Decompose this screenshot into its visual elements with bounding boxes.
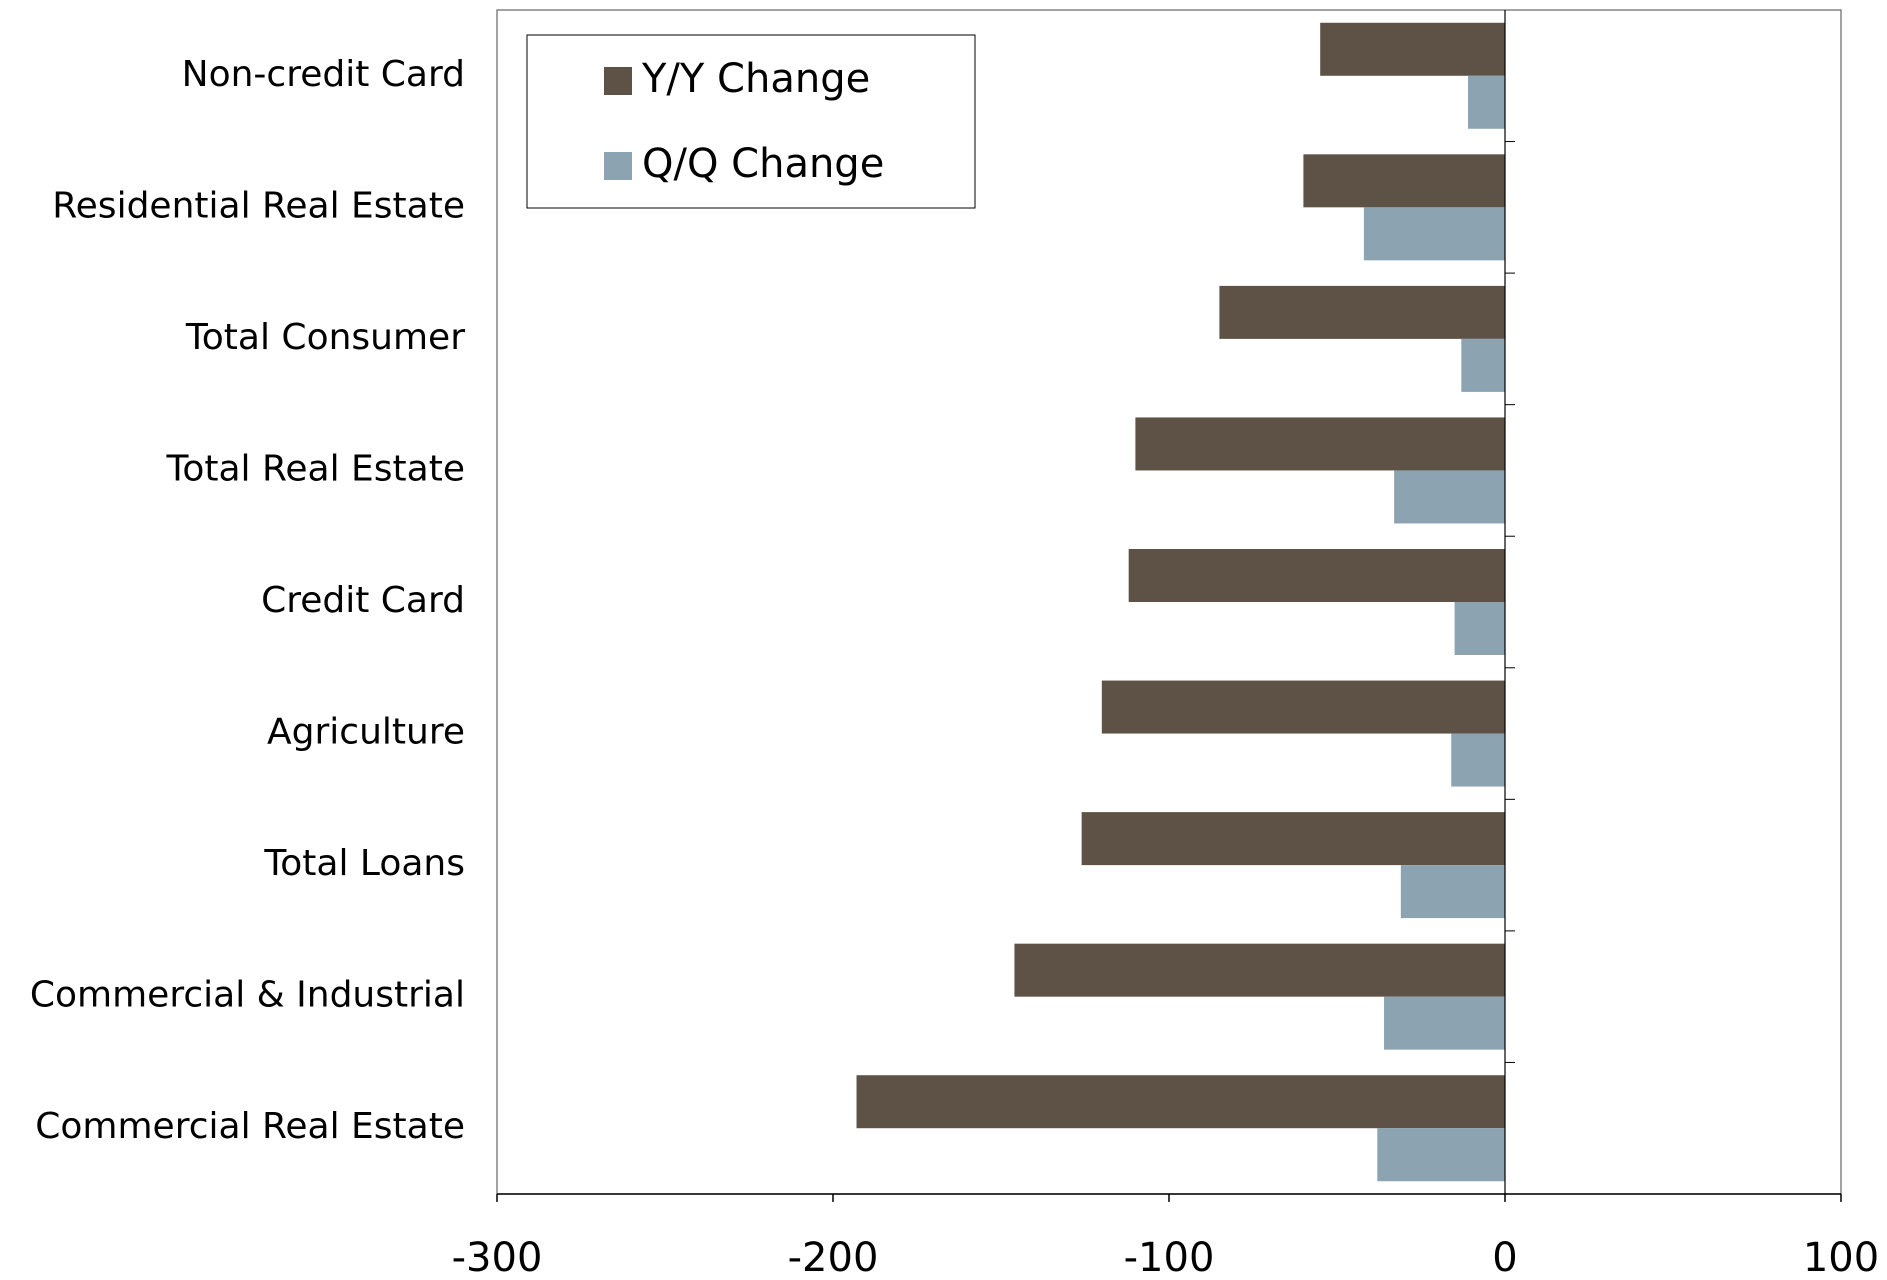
y-tick-label: Agriculture [267, 712, 465, 753]
y-tick-label: Total Loans [263, 843, 465, 884]
bar [1377, 1128, 1505, 1182]
y-tick-label: Total Real Estate [165, 448, 465, 489]
bar [1451, 733, 1505, 787]
bar [1219, 285, 1505, 339]
bar [1320, 22, 1505, 76]
y-tick-label: Non-credit Card [182, 54, 465, 95]
bar [1461, 338, 1505, 392]
bar [1468, 75, 1505, 129]
bar [1081, 812, 1505, 866]
y-tick-label: Total Consumer [185, 317, 465, 358]
x-tick-label: -200 [788, 1235, 879, 1280]
y-tick-label: Commercial & Industrial [30, 975, 465, 1016]
x-tick-label: 100 [1803, 1235, 1879, 1280]
bar [856, 1075, 1505, 1129]
y-tick-label: Credit Card [261, 580, 465, 621]
legend-label: Q/Q Change [642, 141, 884, 187]
legend-box [526, 34, 976, 209]
bar [1400, 865, 1505, 919]
bar [1303, 154, 1505, 208]
y-tick-label: Commercial Real Estate [35, 1106, 465, 1147]
legend-label: Y/Y Change [641, 56, 870, 102]
bar [1014, 943, 1505, 997]
legend-swatch [604, 67, 632, 95]
x-tick-label: 0 [1492, 1235, 1517, 1280]
legend-swatch [604, 152, 632, 180]
bar [1135, 417, 1505, 471]
y-tick-label: Residential Real Estate [52, 185, 465, 226]
bar [1363, 207, 1505, 261]
bar [1394, 470, 1505, 524]
bar [1128, 549, 1505, 602]
x-tick-label: -100 [1124, 1235, 1215, 1280]
x-tick-label: -300 [452, 1235, 543, 1280]
bar [1101, 680, 1505, 734]
bar [1454, 602, 1505, 655]
bar [1384, 996, 1505, 1050]
